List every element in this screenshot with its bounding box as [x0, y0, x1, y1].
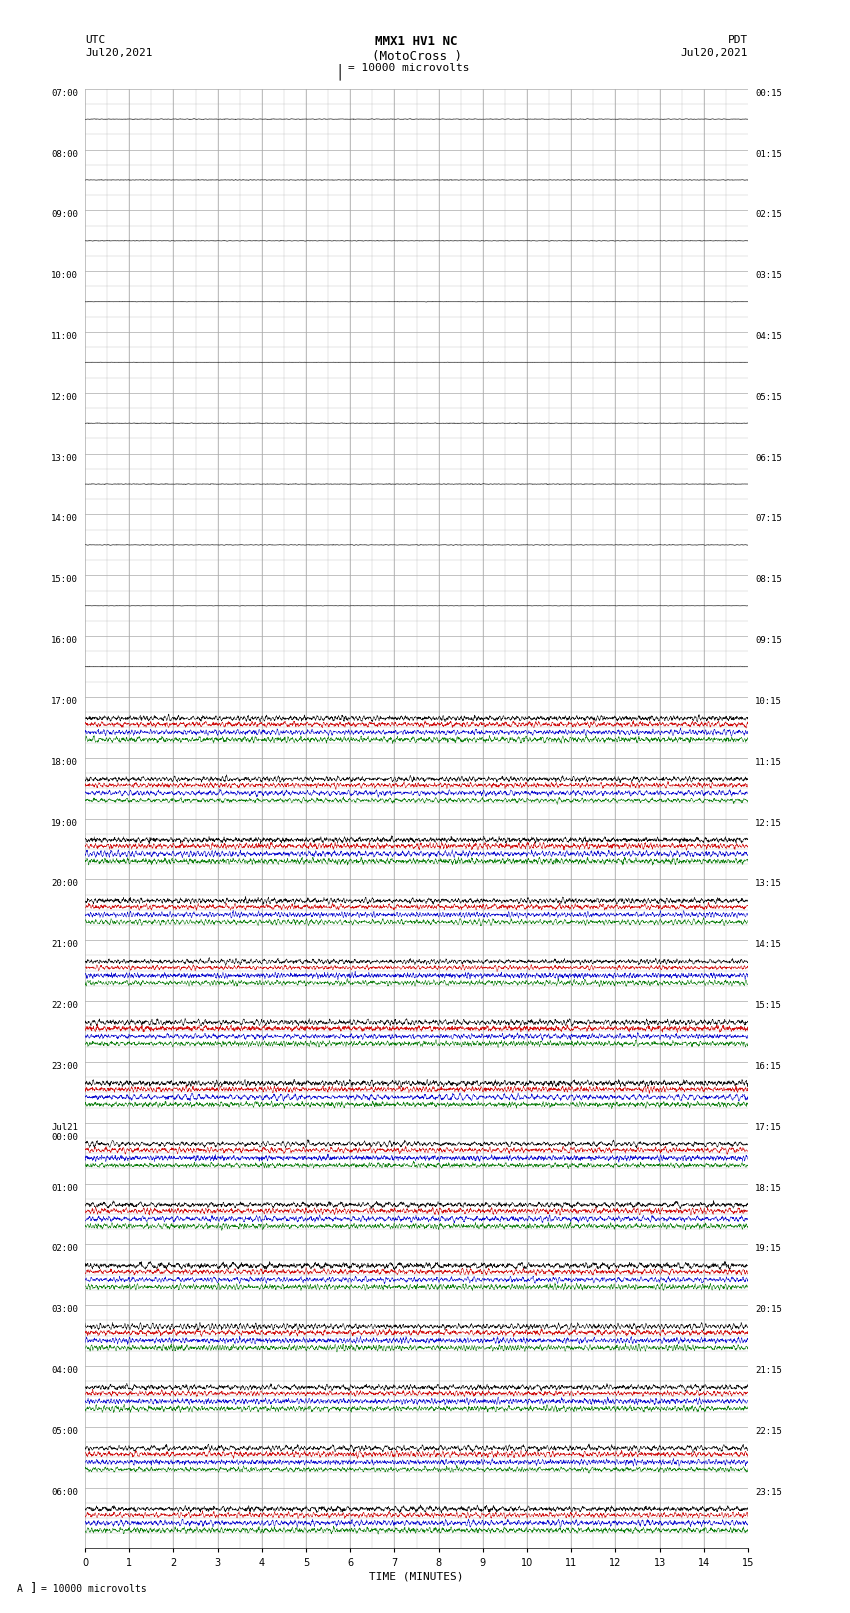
- Text: 02:00: 02:00: [51, 1244, 78, 1253]
- Text: 23:00: 23:00: [51, 1061, 78, 1071]
- Text: 06:00: 06:00: [51, 1487, 78, 1497]
- Text: 11:00: 11:00: [51, 332, 78, 340]
- Text: 05:00: 05:00: [51, 1428, 78, 1436]
- Text: Jul21
00:00: Jul21 00:00: [51, 1123, 78, 1142]
- Text: 22:00: 22:00: [51, 1002, 78, 1010]
- Text: 09:15: 09:15: [755, 636, 782, 645]
- Text: 01:00: 01:00: [51, 1184, 78, 1192]
- Text: 16:00: 16:00: [51, 636, 78, 645]
- Text: 10:00: 10:00: [51, 271, 78, 281]
- Text: 13:15: 13:15: [755, 879, 782, 889]
- Text: A: A: [17, 1584, 23, 1594]
- Text: 03:15: 03:15: [755, 271, 782, 281]
- Text: 18:15: 18:15: [755, 1184, 782, 1192]
- Text: 00:15: 00:15: [755, 89, 782, 98]
- Text: 05:15: 05:15: [755, 394, 782, 402]
- Text: 12:15: 12:15: [755, 819, 782, 827]
- Text: 02:15: 02:15: [755, 210, 782, 219]
- Text: PDT: PDT: [728, 35, 748, 45]
- Text: 18:00: 18:00: [51, 758, 78, 766]
- Text: ]: ]: [30, 1581, 37, 1594]
- Text: 09:00: 09:00: [51, 210, 78, 219]
- Text: 20:15: 20:15: [755, 1305, 782, 1315]
- Text: 01:15: 01:15: [755, 150, 782, 158]
- Text: UTC: UTC: [85, 35, 105, 45]
- Text: 19:00: 19:00: [51, 819, 78, 827]
- Text: 07:15: 07:15: [755, 515, 782, 524]
- Text: 19:15: 19:15: [755, 1244, 782, 1253]
- Text: 03:00: 03:00: [51, 1305, 78, 1315]
- Text: 08:15: 08:15: [755, 576, 782, 584]
- Text: 14:00: 14:00: [51, 515, 78, 524]
- Text: Jul20,2021: Jul20,2021: [85, 48, 152, 58]
- Text: MMX1 HV1 NC: MMX1 HV1 NC: [375, 35, 458, 48]
- Text: │: │: [336, 63, 344, 79]
- Text: 23:15: 23:15: [755, 1487, 782, 1497]
- Text: Jul20,2021: Jul20,2021: [681, 48, 748, 58]
- Text: 15:00: 15:00: [51, 576, 78, 584]
- Text: 08:00: 08:00: [51, 150, 78, 158]
- Text: = 10000 microvolts: = 10000 microvolts: [41, 1584, 146, 1594]
- Text: = 10000 microvolts: = 10000 microvolts: [348, 63, 470, 73]
- Text: 21:00: 21:00: [51, 940, 78, 948]
- Text: 20:00: 20:00: [51, 879, 78, 889]
- Text: 11:15: 11:15: [755, 758, 782, 766]
- Text: 17:15: 17:15: [755, 1123, 782, 1132]
- Text: 21:15: 21:15: [755, 1366, 782, 1374]
- X-axis label: TIME (MINUTES): TIME (MINUTES): [369, 1571, 464, 1582]
- Text: 12:00: 12:00: [51, 394, 78, 402]
- Text: 04:00: 04:00: [51, 1366, 78, 1374]
- Text: 06:15: 06:15: [755, 453, 782, 463]
- Text: (MotoCross ): (MotoCross ): [371, 50, 462, 63]
- Text: 07:00: 07:00: [51, 89, 78, 98]
- Text: 14:15: 14:15: [755, 940, 782, 948]
- Text: 15:15: 15:15: [755, 1002, 782, 1010]
- Text: 22:15: 22:15: [755, 1428, 782, 1436]
- Text: 16:15: 16:15: [755, 1061, 782, 1071]
- Text: 17:00: 17:00: [51, 697, 78, 706]
- Text: 13:00: 13:00: [51, 453, 78, 463]
- Text: 04:15: 04:15: [755, 332, 782, 340]
- Text: 10:15: 10:15: [755, 697, 782, 706]
